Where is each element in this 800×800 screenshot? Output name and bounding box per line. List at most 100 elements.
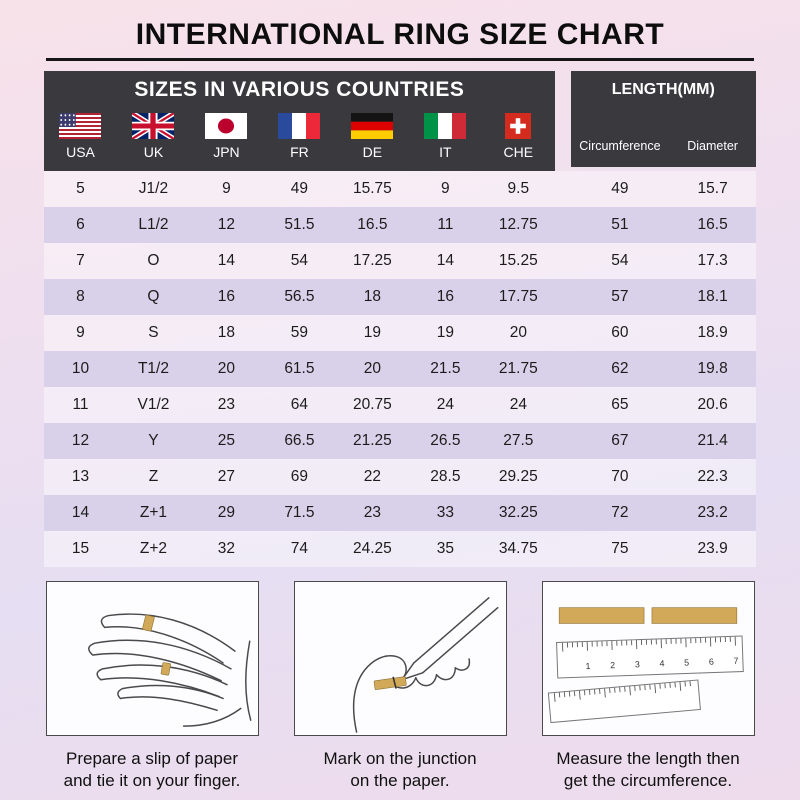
table-cell: 18.9 bbox=[697, 324, 728, 341]
column-header-de: DE bbox=[335, 109, 409, 171]
title-divider bbox=[46, 58, 754, 61]
column-header-circumference: Circumference bbox=[570, 109, 670, 167]
table-cell: 21.75 bbox=[498, 360, 538, 377]
table-cell: 23 bbox=[217, 396, 236, 413]
table-cell: 15 bbox=[71, 540, 90, 557]
table-cell: 22.3 bbox=[697, 468, 728, 485]
paper-strip bbox=[558, 607, 644, 624]
column-label-che: CHE bbox=[503, 144, 534, 160]
table-cell: 32.25 bbox=[498, 504, 538, 521]
table-cell: 6 bbox=[76, 216, 85, 233]
column-label-uk: UK bbox=[143, 144, 164, 160]
table-cell: 16.5 bbox=[697, 216, 728, 233]
table-cell: S bbox=[148, 324, 159, 341]
table-cell: Z+1 bbox=[139, 504, 168, 521]
table-cell: 69 bbox=[290, 468, 309, 485]
table-cell: 18 bbox=[363, 288, 381, 305]
table-cell: 27 bbox=[217, 468, 236, 485]
table-cell: 12.75 bbox=[498, 216, 538, 233]
table-cell: 35 bbox=[436, 540, 454, 557]
table-cell: 59 bbox=[290, 324, 309, 341]
table-cell: O bbox=[147, 252, 160, 269]
table-cell: 23.9 bbox=[697, 540, 728, 557]
usa-flag-icon bbox=[59, 113, 102, 139]
table-cell: Z bbox=[148, 468, 159, 485]
table-row: 8 Q 16 56.5 18 16 17.75 57 18.1 bbox=[44, 279, 756, 315]
step-3-caption: Measure the length then get the circumfe… bbox=[556, 749, 740, 791]
table-cell: 16 bbox=[436, 288, 454, 305]
table-row: 14 Z+1 29 71.5 23 33 32.25 72 23.2 bbox=[44, 495, 756, 531]
table-cell: 54 bbox=[611, 252, 629, 269]
table-cell: 67 bbox=[611, 432, 629, 449]
ruler-number: 6 bbox=[708, 657, 713, 667]
table-cell: 13 bbox=[71, 468, 90, 485]
table-cell: 14 bbox=[71, 504, 90, 521]
table-cell: 20 bbox=[217, 360, 236, 377]
table-cell: 70 bbox=[611, 468, 629, 485]
table-cell: L1/2 bbox=[138, 216, 169, 233]
ruler-number: 1 bbox=[585, 661, 590, 671]
uk-flag-icon bbox=[132, 113, 175, 139]
table-cell: 21.4 bbox=[697, 432, 728, 449]
table-row: 12 Y 25 66.5 21.25 26.5 27.5 67 21.4 bbox=[44, 423, 756, 459]
table-cell: Z+2 bbox=[139, 540, 168, 557]
table-cell: 34.75 bbox=[498, 540, 538, 557]
column-header-usa: USA bbox=[44, 109, 117, 171]
table-cell: 5 bbox=[76, 180, 85, 197]
instruction-steps: Prepare a slip of paper and tie it on yo… bbox=[44, 581, 756, 793]
column-label-fr: FR bbox=[290, 144, 309, 160]
table-cell: 12 bbox=[71, 432, 90, 449]
table-cell: 15.25 bbox=[498, 252, 538, 269]
table-cell: 25 bbox=[217, 432, 236, 449]
japan-flag-icon bbox=[205, 113, 248, 139]
table-row: 13 Z 27 69 22 28.5 29.25 70 22.3 bbox=[44, 459, 756, 495]
table-cell: 64 bbox=[290, 396, 309, 413]
table-cell: 7 bbox=[76, 252, 85, 269]
table-cell: 32 bbox=[217, 540, 236, 557]
table-cell: 72 bbox=[611, 504, 629, 521]
table-cell: Y bbox=[148, 432, 159, 449]
table-cell: 28.5 bbox=[430, 468, 461, 485]
table-cell: 49 bbox=[611, 180, 629, 197]
france-flag-icon bbox=[278, 113, 321, 139]
table-row: 10 T1/2 20 61.5 20 21.5 21.75 62 19.8 bbox=[44, 351, 756, 387]
table-cell: 15.75 bbox=[352, 180, 392, 197]
table-cell: 74 bbox=[290, 540, 309, 557]
table-cell: 20 bbox=[509, 324, 527, 341]
table-cell: 11 bbox=[437, 216, 454, 233]
page-title: INTERNATIONAL RING SIZE CHART bbox=[135, 18, 665, 51]
table-cell: 71.5 bbox=[284, 504, 315, 521]
table-cell: 16 bbox=[217, 288, 236, 305]
table-cell: 17.75 bbox=[498, 288, 538, 305]
column-header-uk: UK bbox=[116, 109, 190, 171]
table-cell: 14 bbox=[436, 252, 454, 269]
table-cell: 24 bbox=[436, 396, 454, 413]
ruler-number: 2 bbox=[610, 660, 615, 670]
table-cell: 27.5 bbox=[503, 432, 534, 449]
table-cell: 17.25 bbox=[352, 252, 392, 269]
step-3: 1 2 3 4 5 6 7 bbox=[540, 581, 756, 793]
table-cell: V1/2 bbox=[137, 396, 170, 413]
table-cell: 24.25 bbox=[352, 540, 392, 557]
table-cell: 14 bbox=[217, 252, 236, 269]
ruler-number: 7 bbox=[733, 656, 738, 666]
step-1-caption: Prepare a slip of paper and tie it on yo… bbox=[63, 749, 241, 791]
table-row: 11 V1/2 23 64 20.75 24 24 65 20.6 bbox=[44, 387, 756, 423]
header-gap bbox=[555, 109, 571, 171]
column-label-it: IT bbox=[439, 144, 452, 160]
table-cell: 33 bbox=[436, 504, 454, 521]
table-cell: 9 bbox=[441, 180, 450, 197]
paper-strip bbox=[651, 607, 737, 624]
table-row: 6 L1/2 12 51.5 16.5 11 12.75 51 16.5 bbox=[44, 207, 756, 243]
ruler-number: 4 bbox=[659, 658, 664, 668]
table-row: 5 J1/2 9 49 15.75 9 9.5 49 15.7 bbox=[44, 171, 756, 207]
table-cell: 60 bbox=[611, 324, 629, 341]
column-label-jpn: JPN bbox=[213, 144, 240, 160]
table-cell: 66.5 bbox=[284, 432, 315, 449]
table-cell: 65 bbox=[611, 396, 629, 413]
pen-mark bbox=[391, 676, 397, 689]
step-1-illustration-box bbox=[45, 581, 259, 736]
germany-flag-icon bbox=[351, 113, 394, 139]
step-2: Mark on the junction on the paper. bbox=[292, 581, 508, 793]
